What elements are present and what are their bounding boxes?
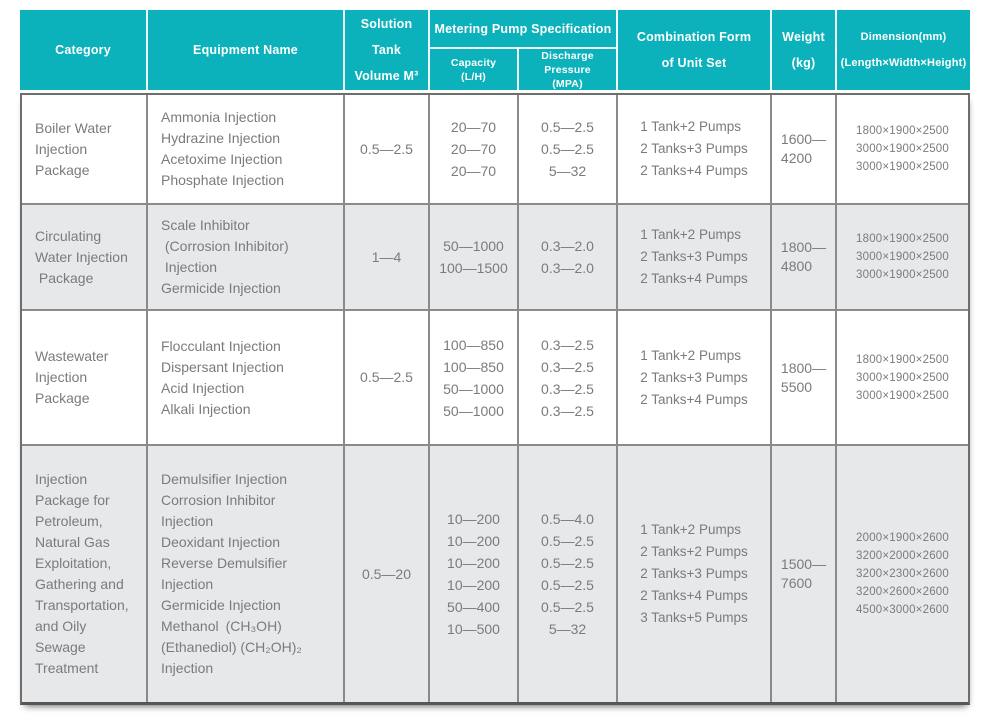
header-cell-weight: Weight (kg) [772,10,837,90]
tank-volume-text: 1—4 [371,248,402,265]
cell-tank-volume: 0.5—2.5 [345,95,430,203]
category-text: Wastewater Injection Package [35,348,109,406]
tank-volume-text: 0.5—20 [361,565,412,582]
header-cell-equipment-name: Equipment Name [148,10,345,90]
combination-text: 1 Tank+2 Pumps 2 Tanks+3 Pumps 2 Tanks+4… [640,347,748,407]
cell-capacity: 100—850 100—850 50—1000 50—1000 [430,311,519,444]
cell-category: Circulating Water Injection Package [22,205,148,309]
cell-capacity: 50—1000 100—1500 [430,205,519,309]
cell-category: Boiler Water Injection Package [22,95,148,203]
dimension-text: 2000×1900×2600 3200×2000×2600 3200×2300×… [856,532,949,616]
equipment-text: Scale Inhibitor (Corrosion Inhibitor) In… [161,217,289,296]
combination-text: 1 Tank+2 Pumps 2 Tanks+2 Pumps 2 Tanks+3… [640,522,748,625]
cell-category: Injection Package for Petroleum, Natural… [22,446,148,702]
cell-discharge-pressure: 0.3—2.5 0.3—2.5 0.3—2.5 0.3—2.5 [519,311,618,444]
discharge-text: 0.3—2.5 0.3—2.5 0.3—2.5 0.3—2.5 [541,336,594,419]
cell-dimension: 1800×1900×2500 3000×1900×2500 3000×1900×… [837,205,968,309]
cell-weight: 1500— 7600 [772,446,837,702]
cell-equipment-name: Demulsifier Injection Corrosion Inhibito… [148,446,345,702]
cell-dimension: 2000×1900×2600 3200×2000×2600 3200×2300×… [837,446,968,702]
combination-text: 1 Tank+2 Pumps 2 Tanks+3 Pumps 2 Tanks+4… [640,119,748,178]
cell-tank-volume: 0.5—2.5 [345,311,430,444]
capacity-text: 20—70 20—70 20—70 [450,119,497,179]
cell-discharge-pressure: 0.5—4.0 0.5—2.5 0.5—2.5 0.5—2.5 0.5—2.5 … [519,446,618,702]
table-header: Category Equipment Name Solution Tank Vo… [20,10,970,90]
header-cell-combination-form: Combination Form of Unit Set [618,10,772,90]
weight-text: 1500— 7600 [780,556,827,591]
cell-equipment-name: Ammonia Injection Hydrazine Injection Ac… [148,95,345,203]
cell-combination-form: 1 Tank+2 Pumps 2 Tanks+3 Pumps 2 Tanks+4… [618,311,772,444]
cell-weight: 1800— 4800 [772,205,837,309]
cell-combination-form: 1 Tank+2 Pumps 2 Tanks+3 Pumps 2 Tanks+4… [618,95,772,203]
capacity-text: 10—200 10—200 10—200 10—200 50—400 10—50… [447,511,500,637]
header-cell-capacity: Capacity (L/H) [430,47,519,90]
table-row-petroleum-injection: Injection Package for Petroleum, Natural… [22,444,968,702]
cell-equipment-name: Flocculant Injection Dispersant Injectio… [148,311,345,444]
header-cell-solution-tank-volume: Solution Tank Volume M³ [345,10,430,90]
cell-weight: 1800— 5500 [772,311,837,444]
cell-combination-form: 1 Tank+2 Pumps 2 Tanks+3 Pumps 2 Tanks+4… [618,205,772,309]
cell-category: Wastewater Injection Package [22,311,148,444]
weight-text: 1800— 5500 [780,359,827,395]
capacity-text: 50—1000 100—1500 [439,238,508,276]
cell-combination-form: 1 Tank+2 Pumps 2 Tanks+2 Pumps 2 Tanks+3… [618,446,772,702]
capacity-text: 100—850 100—850 50—1000 50—1000 [443,336,504,419]
cell-tank-volume: 1—4 [345,205,430,309]
table-row-circulating-water: Circulating Water Injection Package Scal… [22,203,968,309]
category-text: Boiler Water Injection Package [35,119,112,178]
table-row-boiler-water: Boiler Water Injection Package Ammonia I… [22,95,968,203]
header-cell-dimension: Dimension(mm) (Length×Width×Height) [837,10,970,90]
equipment-text: Ammonia Injection Hydrazine Injection Ac… [161,109,284,188]
header-cell-metering-pump-specification: Metering Pump Specification [430,10,618,47]
dimension-text: 1800×1900×2500 3000×1900×2500 3000×1900×… [856,353,949,402]
discharge-text: 0.5—2.5 0.5—2.5 5—32 [541,119,594,179]
injection-package-spec-table: Category Equipment Name Solution Tank Vo… [20,10,970,705]
cell-discharge-pressure: 0.3—2.0 0.3—2.0 [519,205,618,309]
cell-weight: 1600— 4200 [772,95,837,203]
cell-dimension: 1800×1900×2500 3000×1900×2500 3000×1900×… [837,311,968,444]
cell-equipment-name: Scale Inhibitor (Corrosion Inhibitor) In… [148,205,345,309]
tank-volume-text: 0.5—2.5 [360,369,413,385]
equipment-text: Demulsifier Injection Corrosion Inhibito… [161,471,302,676]
discharge-text: 0.3—2.0 0.3—2.0 [541,238,594,276]
weight-text: 1800— 4800 [780,239,827,274]
dimension-text: 1800×1900×2500 3000×1900×2500 3000×1900×… [856,125,949,173]
cell-tank-volume: 0.5—20 [345,446,430,702]
equipment-text: Flocculant Injection Dispersant Injectio… [161,337,284,417]
cell-dimension: 1800×1900×2500 3000×1900×2500 3000×1900×… [837,95,968,203]
category-text: Circulating Water Injection Package [35,227,128,286]
cell-capacity: 20—70 20—70 20—70 [430,95,519,203]
table-body: Boiler Water Injection Package Ammonia I… [20,93,970,705]
combination-text: 1 Tank+2 Pumps 2 Tanks+3 Pumps 2 Tanks+4… [640,227,748,286]
discharge-text: 0.5—4.0 0.5—2.5 0.5—2.5 0.5—2.5 0.5—2.5 … [541,511,594,637]
tank-volume-text: 0.5—2.5 [360,140,413,157]
weight-text: 1600— 4200 [780,131,827,166]
cell-capacity: 10—200 10—200 10—200 10—200 50—400 10—50… [430,446,519,702]
header-cell-discharge-pressure: Discharge Pressure (MPA) [519,47,618,90]
category-text: Injection Package for Petroleum, Natural… [35,471,129,676]
cell-discharge-pressure: 0.5—2.5 0.5—2.5 5—32 [519,95,618,203]
table-row-wastewater: Wastewater Injection Package Flocculant … [22,309,968,444]
dimension-text: 1800×1900×2500 3000×1900×2500 3000×1900×… [856,233,949,281]
header-cell-category: Category [20,10,148,90]
